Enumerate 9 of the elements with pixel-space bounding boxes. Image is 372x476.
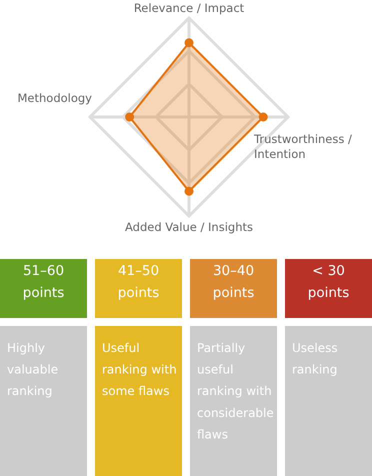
spoke-label: Methodology	[17, 91, 92, 105]
spoke-label: Added Value / Insights	[124, 220, 254, 234]
spoke-label: Relevance / Impact	[134, 1, 245, 15]
text: Useful ranking with some flaws	[102, 341, 177, 398]
category-label: < 30 points	[308, 263, 350, 301]
category-label: 41–50 points	[118, 263, 160, 301]
category-label: 30–40 points	[212, 263, 254, 301]
spoke-label: Trustworthiness / Intention	[253, 132, 352, 161]
category-label: 51–60 points	[22, 263, 64, 301]
